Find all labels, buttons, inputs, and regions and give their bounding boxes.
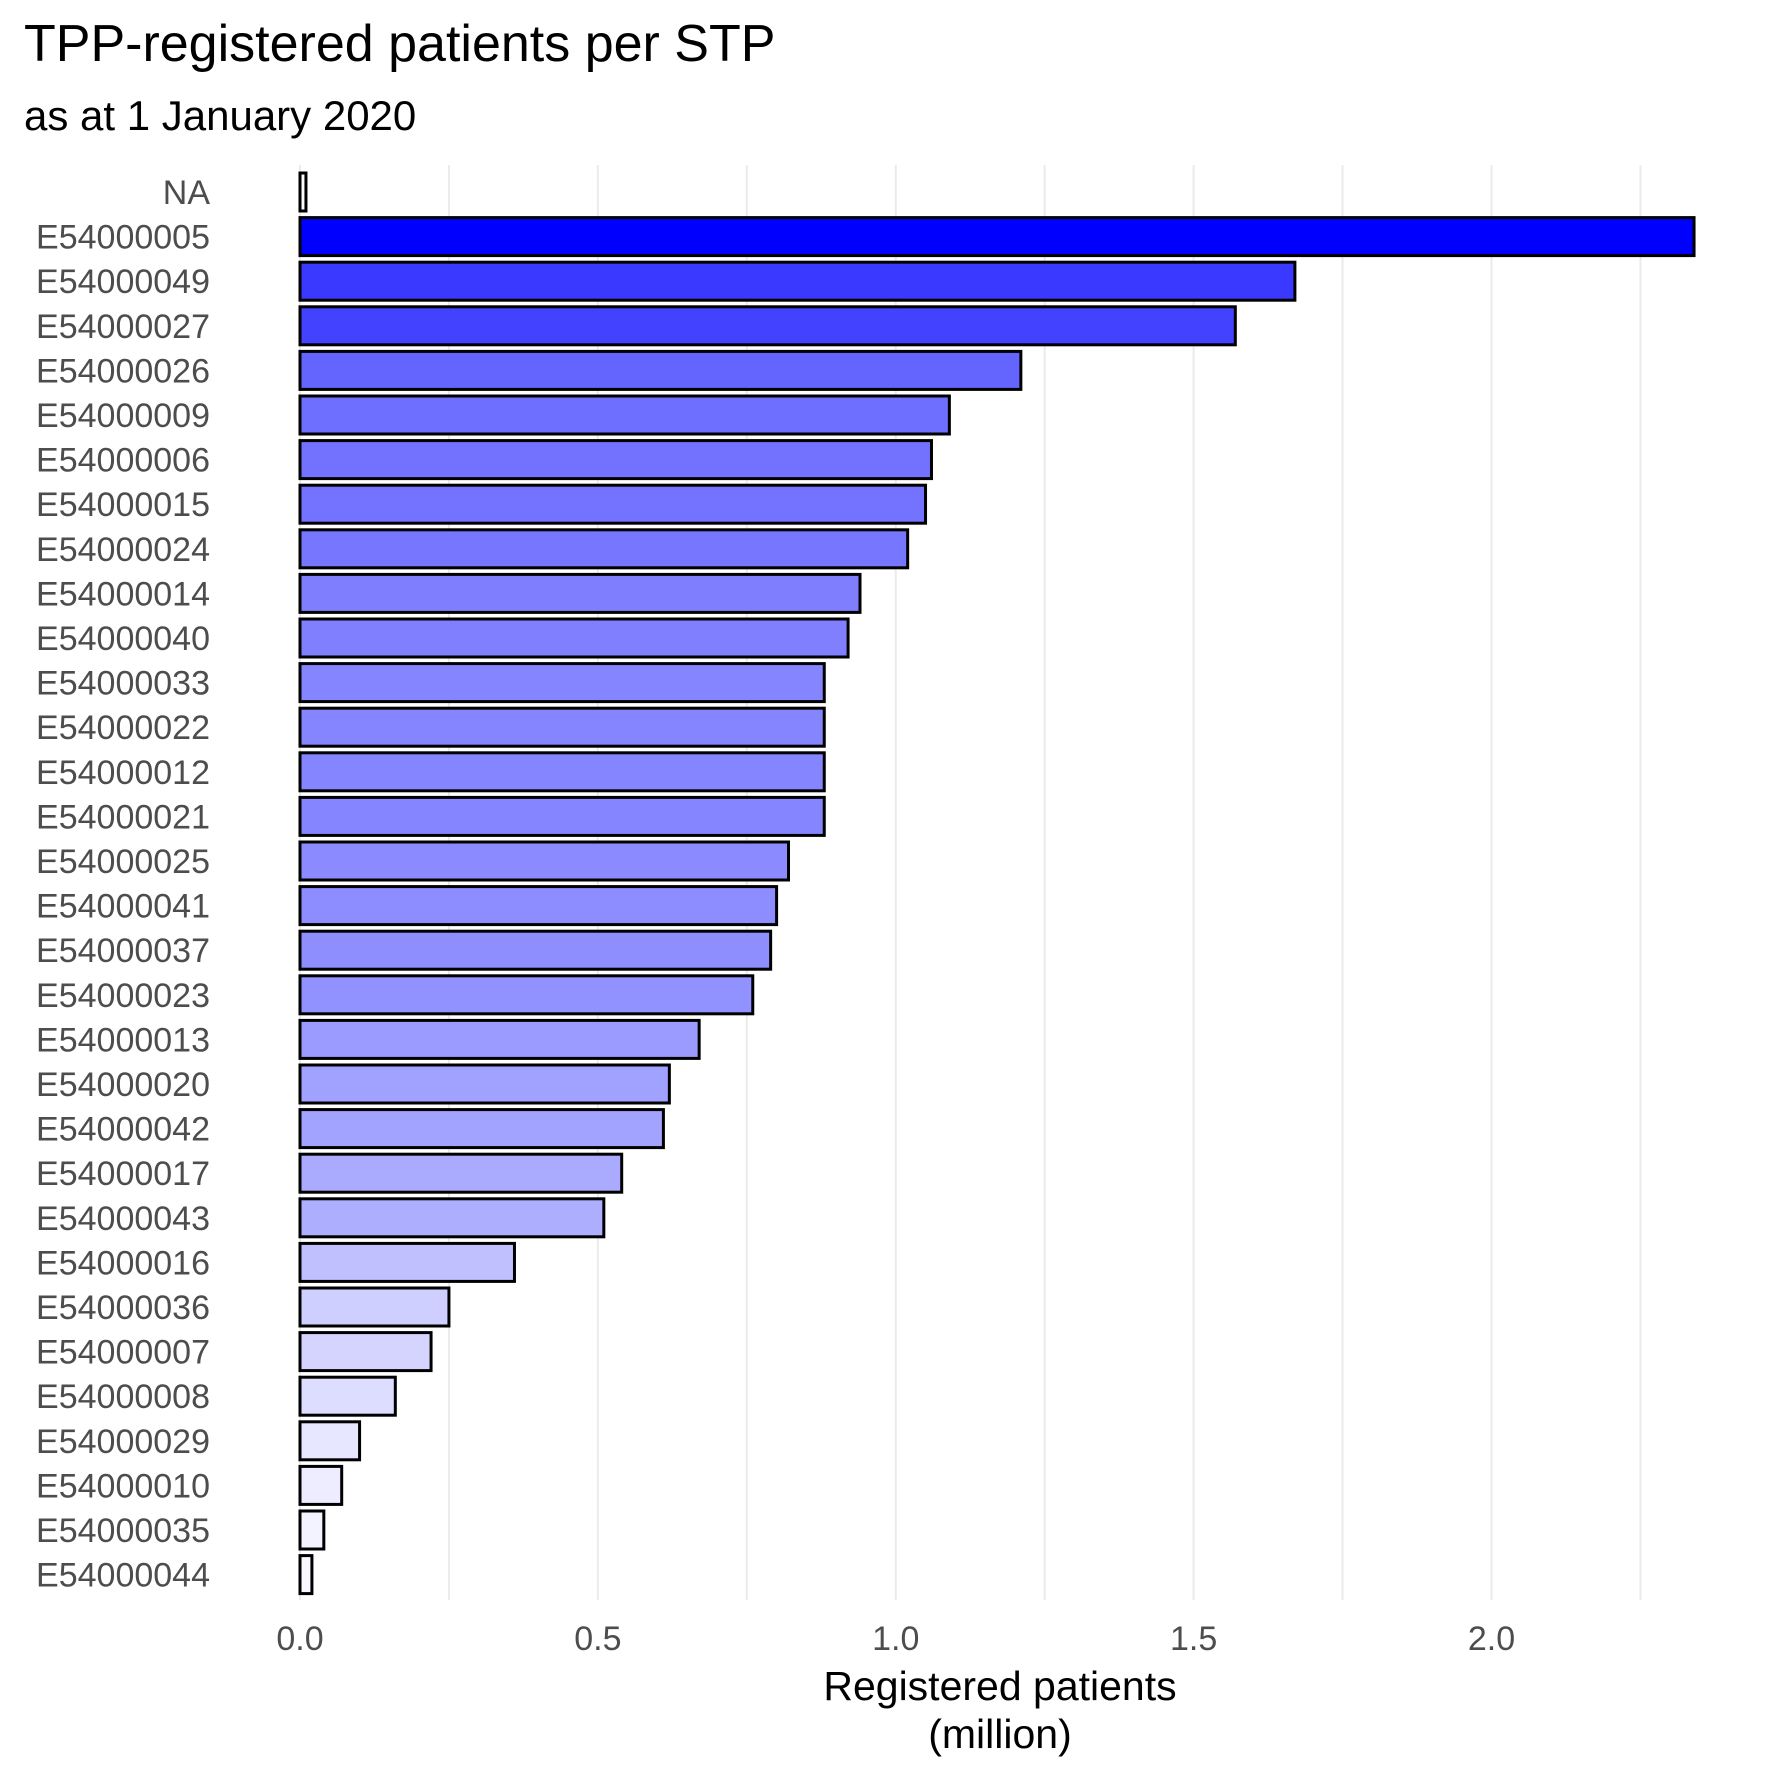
- x-axis-title: Registered patients: [823, 1663, 1176, 1709]
- x-tick-label: 0.0: [276, 1620, 323, 1658]
- bar-e54000035: [298, 1509, 326, 1551]
- bar-e54000010: [298, 1464, 344, 1506]
- category-label: E54000040: [36, 620, 210, 658]
- bar-e54000033: [298, 662, 826, 704]
- bar-e54000026: [298, 349, 1023, 391]
- bar-e54000017: [298, 1152, 624, 1194]
- category-label: E54000022: [36, 709, 210, 747]
- category-label: E54000013: [36, 1021, 210, 1059]
- bar-e54000008: [298, 1375, 397, 1417]
- category-label: E54000033: [36, 665, 210, 703]
- category-label: E54000027: [36, 308, 210, 346]
- x-tick-label: 1.5: [1170, 1620, 1217, 1658]
- category-label: E54000029: [36, 1423, 210, 1461]
- bar-e54000023: [298, 974, 755, 1016]
- category-label: NA: [163, 174, 211, 212]
- bar-e54000009: [298, 394, 951, 436]
- category-label: E54000006: [36, 442, 210, 480]
- category-label: E54000009: [36, 397, 210, 435]
- bar-e54000006: [298, 439, 933, 481]
- bar-na: [298, 171, 308, 213]
- chart-title: TPP-registered patients per STP: [24, 15, 776, 73]
- bar-e54000037: [298, 929, 773, 971]
- category-label: E54000043: [36, 1200, 210, 1238]
- category-label: E54000014: [36, 575, 210, 613]
- category-label: E54000021: [36, 798, 210, 836]
- category-label: E54000042: [36, 1111, 210, 1149]
- category-label: E54000023: [36, 977, 210, 1015]
- category-label: E54000017: [36, 1155, 210, 1193]
- x-tick-label: 0.5: [574, 1620, 621, 1658]
- bar-e54000049: [298, 260, 1297, 302]
- category-label: E54000007: [36, 1334, 210, 1372]
- bar-e54000029: [298, 1420, 362, 1462]
- category-label: E54000024: [36, 531, 210, 569]
- x-tick-label: 1.0: [872, 1620, 919, 1658]
- category-label: E54000025: [36, 843, 210, 881]
- bar-e54000043: [298, 1197, 606, 1239]
- category-label: E54000012: [36, 754, 210, 792]
- bar-e54000025: [298, 840, 791, 882]
- category-label: E54000037: [36, 932, 210, 970]
- category-label: E54000020: [36, 1066, 210, 1104]
- bar-e54000027: [298, 305, 1237, 347]
- category-label: E54000044: [36, 1557, 210, 1595]
- x-tick-label: 2.0: [1468, 1620, 1515, 1658]
- category-label: E54000035: [36, 1512, 210, 1550]
- bar-e54000044: [298, 1554, 314, 1596]
- bar-e54000012: [298, 751, 826, 793]
- bars: [298, 171, 1696, 1596]
- bar-e54000013: [298, 1018, 701, 1060]
- bar-e54000015: [298, 483, 928, 525]
- category-label: E54000008: [36, 1378, 210, 1416]
- category-label: E54000010: [36, 1467, 210, 1505]
- bar-e54000041: [298, 885, 779, 927]
- bar-e54000007: [298, 1331, 433, 1373]
- bar-e54000016: [298, 1241, 516, 1283]
- category-label: E54000015: [36, 486, 210, 524]
- bar-e54000040: [298, 617, 850, 659]
- category-label: E54000049: [36, 263, 210, 301]
- chart-subtitle: as at 1 January 2020: [24, 92, 417, 139]
- x-tick-labels: 0.0 0.5 1.0 1.5 2.0: [276, 1620, 1515, 1658]
- bar-e54000005: [298, 216, 1696, 258]
- category-label: E54000041: [36, 888, 210, 926]
- bar-e54000036: [298, 1286, 451, 1328]
- category-label: E54000036: [36, 1289, 210, 1327]
- bar-e54000042: [298, 1108, 665, 1150]
- category-label: E54000016: [36, 1244, 210, 1282]
- bar-e54000020: [298, 1063, 671, 1105]
- bar-e54000022: [298, 706, 826, 748]
- category-labels: NA E54000005 E54000049 E54000027 E54000026 E5…: [36, 174, 210, 1595]
- x-axis-title-unit: (million): [928, 1711, 1072, 1757]
- bar-e54000014: [298, 572, 862, 614]
- bar-e54000021: [298, 795, 826, 837]
- category-label: E54000005: [36, 219, 210, 257]
- category-label: E54000026: [36, 352, 210, 390]
- bar-e54000024: [298, 528, 910, 570]
